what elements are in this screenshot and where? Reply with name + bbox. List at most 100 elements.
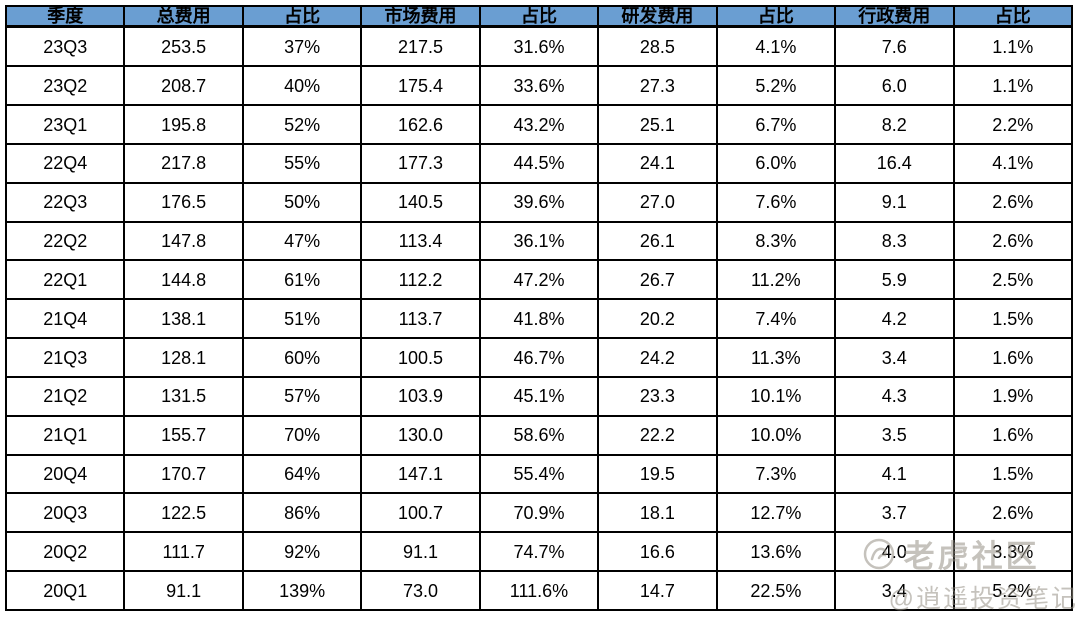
value-cell: 31.6%: [478, 25, 600, 68]
value-cell: 100.5: [360, 337, 481, 378]
value-cell: 39.6%: [478, 181, 600, 223]
value-cell: 4.2: [834, 298, 955, 340]
value-cell: 6.7%: [715, 104, 837, 145]
value-cell: 14.7: [597, 570, 718, 611]
value-cell: 8.3: [834, 220, 955, 262]
value-cell: 170.7: [123, 453, 244, 495]
value-cell: 57%: [241, 375, 363, 417]
value-cell: 37%: [241, 25, 363, 68]
value-cell: 131.5: [123, 375, 244, 417]
table-row: 20Q4 170.7 64% 147.1 55.4% 19.5 7.3% 4.1 1.5%: [4, 453, 1073, 495]
value-cell: 2.6%: [952, 492, 1073, 534]
value-cell: 195.8: [123, 104, 244, 145]
value-cell: 253.5: [123, 25, 244, 68]
quarter-cell: 21Q1: [4, 414, 126, 456]
value-cell: 9.1: [834, 181, 955, 223]
value-cell: 1.6%: [952, 337, 1073, 378]
quarter-cell: 21Q3: [4, 337, 126, 378]
table-row: 21Q2 131.5 57% 103.9 45.1% 23.3 10.1% 4.3 1.9%: [4, 375, 1073, 417]
quarter-cell: 20Q3: [4, 492, 126, 534]
value-cell: 7.6: [834, 25, 955, 68]
value-cell: 2.2%: [952, 104, 1073, 145]
value-cell: 217.8: [123, 142, 244, 184]
value-cell: 12.7%: [715, 492, 837, 534]
value-cell: 217.5: [360, 25, 481, 68]
column-header-0: 季度: [4, 5, 126, 28]
value-cell: 22.2: [597, 414, 718, 456]
value-cell: 64%: [241, 453, 363, 495]
value-cell: 70.9%: [478, 492, 600, 534]
quarter-cell: 20Q4: [4, 453, 126, 495]
value-cell: 1.6%: [952, 414, 1073, 456]
value-cell: 4.1: [834, 453, 955, 495]
value-cell: 58.6%: [478, 414, 600, 456]
value-cell: 52%: [241, 104, 363, 145]
value-cell: 18.1: [597, 492, 718, 534]
value-cell: 25.1: [597, 104, 718, 145]
value-cell: 6.0: [834, 65, 955, 107]
table-row: 21Q3 128.1 60% 100.5 46.7% 24.2 11.3% 3.4 1.6%: [4, 337, 1073, 378]
column-header-1: 总费用: [123, 5, 244, 28]
value-cell: 86%: [241, 492, 363, 534]
table-row: 22Q1 144.8 61% 112.2 47.2% 26.7 11.2% 5.9 2.5%: [4, 259, 1073, 301]
value-cell: 55%: [241, 142, 363, 184]
column-header-8: 占比: [952, 5, 1073, 28]
quarter-cell: 23Q3: [4, 25, 126, 68]
table-row: 22Q2 147.8 47% 113.4 36.1% 26.1 8.3% 8.3 2.6%: [4, 220, 1073, 262]
value-cell: 73.0: [360, 570, 481, 611]
value-cell: 43.2%: [478, 104, 600, 145]
value-cell: 45.1%: [478, 375, 600, 417]
value-cell: 16.4: [834, 142, 955, 184]
value-cell: 70%: [241, 414, 363, 456]
value-cell: 5.9: [834, 259, 955, 301]
value-cell: 3.7: [834, 492, 955, 534]
value-cell: 40%: [241, 65, 363, 107]
quarterly-expense-table: 季度 总费用 占比 市场费用 占比 研发费用 占比 行政费用 占比 23Q3 253.5 37% 21…: [4, 5, 1073, 611]
value-cell: 2.5%: [952, 259, 1073, 301]
value-cell: 10.1%: [715, 375, 837, 417]
value-cell: 139%: [241, 570, 363, 611]
value-cell: 46.7%: [478, 337, 600, 378]
header-row: 季度 总费用 占比 市场费用 占比 研发费用 占比 行政费用 占比: [4, 5, 1073, 28]
value-cell: 155.7: [123, 414, 244, 456]
value-cell: 27.0: [597, 181, 718, 223]
value-cell: 47%: [241, 220, 363, 262]
column-header-7: 行政费用: [834, 5, 955, 28]
value-cell: 122.5: [123, 492, 244, 534]
value-cell: 26.7: [597, 259, 718, 301]
quarter-cell: 22Q1: [4, 259, 126, 301]
value-cell: 24.2: [597, 337, 718, 378]
value-cell: 162.6: [360, 104, 481, 145]
table-row: 23Q3 253.5 37% 217.5 31.6% 28.5 4.1% 7.6 1.1%: [4, 25, 1073, 68]
value-cell: 113.7: [360, 298, 481, 340]
value-cell: 2.6%: [952, 181, 1073, 223]
quarter-cell: 23Q2: [4, 65, 126, 107]
table-row: 22Q3 176.5 50% 140.5 39.6% 27.0 7.6% 9.1 2.6%: [4, 181, 1073, 223]
table-row: 20Q1 91.1 139% 73.0 111.6% 14.7 22.5% 3.4 5.2%: [4, 570, 1073, 611]
column-header-2: 占比: [241, 5, 363, 28]
value-cell: 23.3: [597, 375, 718, 417]
value-cell: 16.6: [597, 531, 718, 573]
table-row: 22Q4 217.8 55% 177.3 44.5% 24.1 6.0% 16.4 4.1%: [4, 142, 1073, 184]
value-cell: 36.1%: [478, 220, 600, 262]
value-cell: 7.3%: [715, 453, 837, 495]
value-cell: 103.9: [360, 375, 481, 417]
table-row: 23Q2 208.7 40% 175.4 33.6% 27.3 5.2% 6.0 1.1%: [4, 65, 1073, 107]
value-cell: 128.1: [123, 337, 244, 378]
quarter-cell: 21Q2: [4, 375, 126, 417]
value-cell: 6.0%: [715, 142, 837, 184]
value-cell: 22.5%: [715, 570, 837, 611]
table-body: 23Q3 253.5 37% 217.5 31.6% 28.5 4.1% 7.6 1.1% 23Q…: [4, 25, 1073, 611]
value-cell: 7.6%: [715, 181, 837, 223]
value-cell: 3.5: [834, 414, 955, 456]
value-cell: 27.3: [597, 65, 718, 107]
value-cell: 138.1: [123, 298, 244, 340]
value-cell: 11.2%: [715, 259, 837, 301]
value-cell: 147.1: [360, 453, 481, 495]
value-cell: 2.6%: [952, 220, 1073, 262]
value-cell: 100.7: [360, 492, 481, 534]
value-cell: 19.5: [597, 453, 718, 495]
value-cell: 140.5: [360, 181, 481, 223]
value-cell: 8.2: [834, 104, 955, 145]
